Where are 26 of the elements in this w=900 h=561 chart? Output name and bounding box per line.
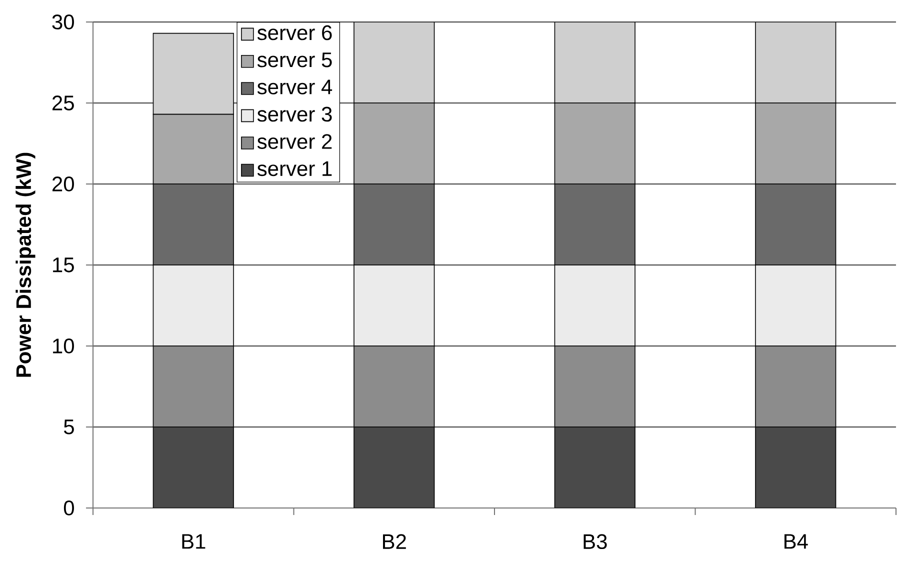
y-tick-label: 0 <box>64 500 74 516</box>
y-tick-label: 20 <box>52 176 74 192</box>
legend-label: server 6 <box>257 25 332 40</box>
legend-label: server 1 <box>257 161 332 176</box>
legend-label: server 3 <box>257 106 332 122</box>
x-tick-label: B2 <box>383 534 406 549</box>
legend-label: server 4 <box>257 80 332 94</box>
bar <box>152 426 234 508</box>
y-tick-label: 30 <box>52 14 74 30</box>
bar <box>755 22 836 104</box>
legend-label: server 2 <box>257 134 332 149</box>
legend-label: server 5 <box>257 52 332 68</box>
y-tick-label: 15 <box>53 258 74 272</box>
y-tick-label: 10 <box>53 338 74 354</box>
y-tick-label: 5 <box>64 420 74 434</box>
x-tick-label: B1 <box>182 534 206 549</box>
bar <box>152 32 234 115</box>
bar <box>554 426 636 508</box>
bar <box>354 22 435 104</box>
x-tick-label: B3 <box>584 534 607 550</box>
y-axis-title: Power Dissipated (kW) <box>16 152 36 377</box>
bar <box>755 426 836 508</box>
bar <box>554 22 636 104</box>
x-tick-label: B4 <box>784 534 808 549</box>
y-tick-label: 25 <box>52 96 74 110</box>
bar <box>354 426 435 508</box>
